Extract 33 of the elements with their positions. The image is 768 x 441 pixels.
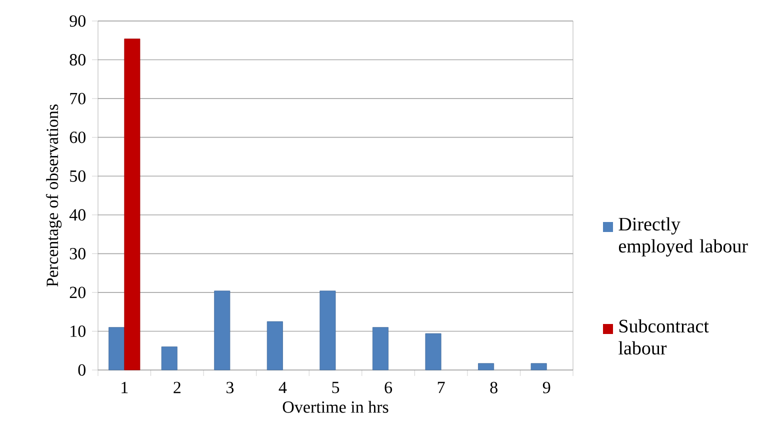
- x-tick-label: 4: [278, 382, 287, 394]
- bar: [161, 346, 178, 370]
- y-tick-label: 10: [70, 325, 86, 337]
- bar: [478, 363, 494, 370]
- y-tick-label: 80: [70, 54, 86, 66]
- bar: [372, 327, 388, 370]
- x-tick-label: 7: [438, 382, 445, 393]
- bar: [214, 290, 230, 370]
- x-tick-label: 2: [174, 382, 180, 394]
- bar: [266, 321, 283, 370]
- x-tick-label: 9: [542, 382, 550, 394]
- legend-label: Directly employed labour: [618, 217, 748, 256]
- bar: [425, 333, 442, 370]
- y-tick-label: 40: [69, 209, 86, 221]
- bar: [530, 363, 547, 370]
- x-tick-label: 8: [490, 382, 498, 394]
- x-axis-title: Overtime in hrs: [282, 400, 388, 413]
- bar: [124, 38, 140, 370]
- x-tick-label: 3: [226, 382, 234, 394]
- bar: [320, 290, 336, 370]
- bar: [108, 327, 125, 370]
- y-tick-label: 70: [70, 92, 86, 104]
- x-tick-label: 1: [122, 382, 128, 394]
- y-tick-label: 50: [70, 170, 86, 182]
- y-tick-label: 30: [70, 248, 86, 260]
- x-tick-label: 5: [332, 382, 340, 394]
- x-tick-label: 6: [384, 382, 392, 394]
- y-tick-label: 20: [70, 286, 86, 298]
- y-axis-title: Percentage of observations: [46, 104, 62, 287]
- y-tick-label: 0: [78, 364, 86, 376]
- y-tick-label: 90: [70, 15, 86, 27]
- legend-label: Subcontract labour: [618, 319, 709, 355]
- y-tick-label: 60: [70, 132, 86, 144]
